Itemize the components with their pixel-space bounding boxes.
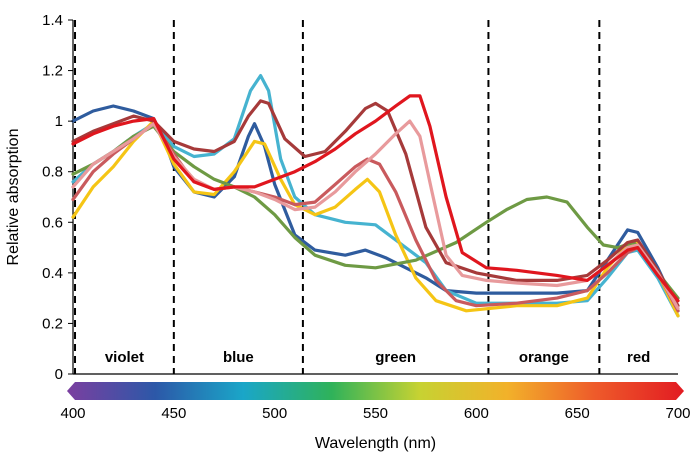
y-axis-title: Relative absorption xyxy=(5,129,22,266)
y-tick-label: 0 xyxy=(55,366,63,383)
series-line-5 xyxy=(71,99,680,308)
x-tick-label: 400 xyxy=(60,405,85,422)
y-tick-label: 0.4 xyxy=(42,265,63,282)
plot-area: violet blue green orange red xyxy=(71,20,680,375)
band-label-violet: violet xyxy=(105,349,144,366)
band-label-blue: blue xyxy=(223,349,254,366)
band-label-green: green xyxy=(375,349,416,366)
band-label-orange: orange xyxy=(519,349,569,366)
x-tick-label: 700 xyxy=(665,405,690,422)
y-tick-label: 0.8 xyxy=(42,164,63,181)
y-tick-labels: 0 0.2 0.4 0.6 0.8 1 1.2 1.4 xyxy=(42,12,73,383)
y-tick-label: 0.2 xyxy=(42,315,63,332)
y-tick-label: 0.6 xyxy=(42,214,63,231)
x-tick-label: 650 xyxy=(565,405,590,422)
band-labels: violet blue green orange red xyxy=(105,349,651,366)
band-label-red: red xyxy=(627,349,650,366)
x-tick-label: 500 xyxy=(262,405,287,422)
x-tick-labels: 400 450 500 550 600 650 700 xyxy=(60,405,690,422)
spectrum-bar xyxy=(67,382,684,400)
series-line-8 xyxy=(71,94,680,303)
series-line-3 xyxy=(71,119,680,318)
x-tick-label: 450 xyxy=(161,405,186,422)
y-tick-label: 1 xyxy=(55,113,63,130)
y-tick-label: 1.2 xyxy=(42,63,63,80)
series-lines xyxy=(71,74,680,318)
x-tick-label: 600 xyxy=(464,405,489,422)
y-tick-label: 1.4 xyxy=(42,12,63,29)
x-tick-label: 550 xyxy=(363,405,388,422)
x-axis-title: Wavelength (nm) xyxy=(315,435,436,452)
band-dividers xyxy=(74,20,601,374)
